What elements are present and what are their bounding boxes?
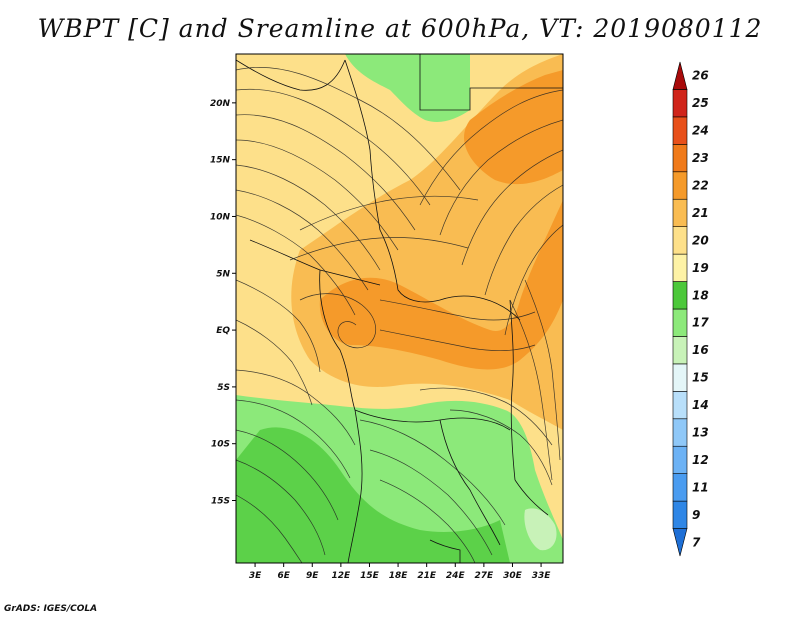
- colorbar-swatch: [672, 528, 688, 557]
- colorbar-swatch: [672, 253, 688, 282]
- lat-tick-label: 5S: [217, 383, 230, 393]
- colorbar-swatch: [672, 391, 688, 420]
- lon-tick-label: 6E: [277, 571, 290, 581]
- longitude-ticks: 3E 6E 9E 12E 15E 18E 21E 24E 27E 30E 33E: [249, 563, 551, 581]
- colorbar-swatch: [672, 198, 688, 227]
- lon-tick-label: 27E: [475, 571, 495, 581]
- lat-tick-label: 15S: [211, 497, 230, 507]
- colorbar-label: 13: [692, 426, 709, 440]
- colorbar-label: 25: [692, 96, 709, 110]
- streamlines: [236, 67, 563, 563]
- colorbar-swatch: [672, 89, 688, 118]
- lon-tick-label: 12E: [332, 571, 352, 581]
- colorbar-label: 15: [692, 371, 709, 385]
- colorbar-label: 20: [692, 233, 709, 247]
- lon-tick-label: 30E: [503, 571, 523, 581]
- latitude-ticks: 20N 15N 10N 5N EQ 5S 10S 15S: [210, 99, 236, 507]
- lat-tick-label: 20N: [210, 99, 231, 109]
- colorbar-swatch: [672, 336, 688, 365]
- colorbar-swatch: [672, 363, 688, 392]
- lon-tick-label: 3E: [249, 571, 262, 581]
- wbpt-field-dark-green: [236, 427, 510, 563]
- colorbar-label: 12: [692, 453, 709, 467]
- lat-tick-label: 10N: [210, 212, 231, 222]
- country-borders: [236, 54, 563, 563]
- wbpt-field-22b: [464, 70, 563, 185]
- colorbar-label: 23: [692, 151, 709, 165]
- lon-tick-label: 9E: [306, 571, 319, 581]
- lat-tick-label: 15N: [210, 156, 231, 166]
- colorbar-label: 16: [692, 343, 709, 357]
- colorbar-label: 9: [692, 508, 700, 522]
- colorbar-swatch: [672, 116, 688, 145]
- colorbar-label: 21: [692, 206, 709, 220]
- colorbar-label: 24: [692, 124, 709, 138]
- wbpt-field-light-east: [524, 508, 557, 551]
- lon-tick-label: 15E: [360, 571, 380, 581]
- colorbar-label: 17: [692, 316, 709, 330]
- colorbar-label: 14: [692, 398, 709, 412]
- colorbar-label: 26: [692, 69, 709, 83]
- wbpt-field-22: [319, 200, 563, 370]
- colorbar-swatch: [672, 308, 688, 337]
- lat-tick-label: 10S: [211, 440, 230, 450]
- colorbar-label: 11: [692, 480, 709, 494]
- lon-tick-label: 21E: [417, 571, 437, 581]
- colorbar-swatch: [672, 418, 688, 447]
- lon-tick-label: 33E: [532, 571, 552, 581]
- colorbar-swatch: [672, 281, 688, 310]
- colorbar-label: 7: [692, 535, 701, 549]
- colorbar-swatch: [672, 473, 688, 502]
- map-plot: [236, 54, 563, 563]
- colorbar: 7 9 11 12 13 14 15 16 17 18 19 20 21 22 23 24 25 26: [672, 61, 709, 557]
- colorbar-swatch: [672, 445, 688, 474]
- colorbar-swatch: [672, 226, 688, 255]
- colorbar-swatch: [672, 61, 688, 90]
- lon-tick-label: 18E: [389, 571, 409, 581]
- colorbar-label: 19: [692, 261, 709, 275]
- lat-tick-label: 5N: [216, 269, 230, 279]
- lat-tick-label: EQ: [216, 326, 230, 336]
- credit-text: GrADS: IGES/COLA: [4, 604, 98, 614]
- lon-tick-label: 24E: [446, 571, 466, 581]
- wbpt-field-green-north: [345, 54, 470, 122]
- colorbar-swatch: [672, 171, 688, 200]
- colorbar-swatch: [672, 500, 688, 529]
- colorbar-label: 18: [692, 288, 709, 302]
- colorbar-label: 22: [692, 179, 709, 193]
- chart-title: WBPT [C] and Sreamline at 600hPa, VT: 20…: [37, 14, 763, 43]
- map-frame: [235, 53, 564, 564]
- colorbar-swatch: [672, 144, 688, 173]
